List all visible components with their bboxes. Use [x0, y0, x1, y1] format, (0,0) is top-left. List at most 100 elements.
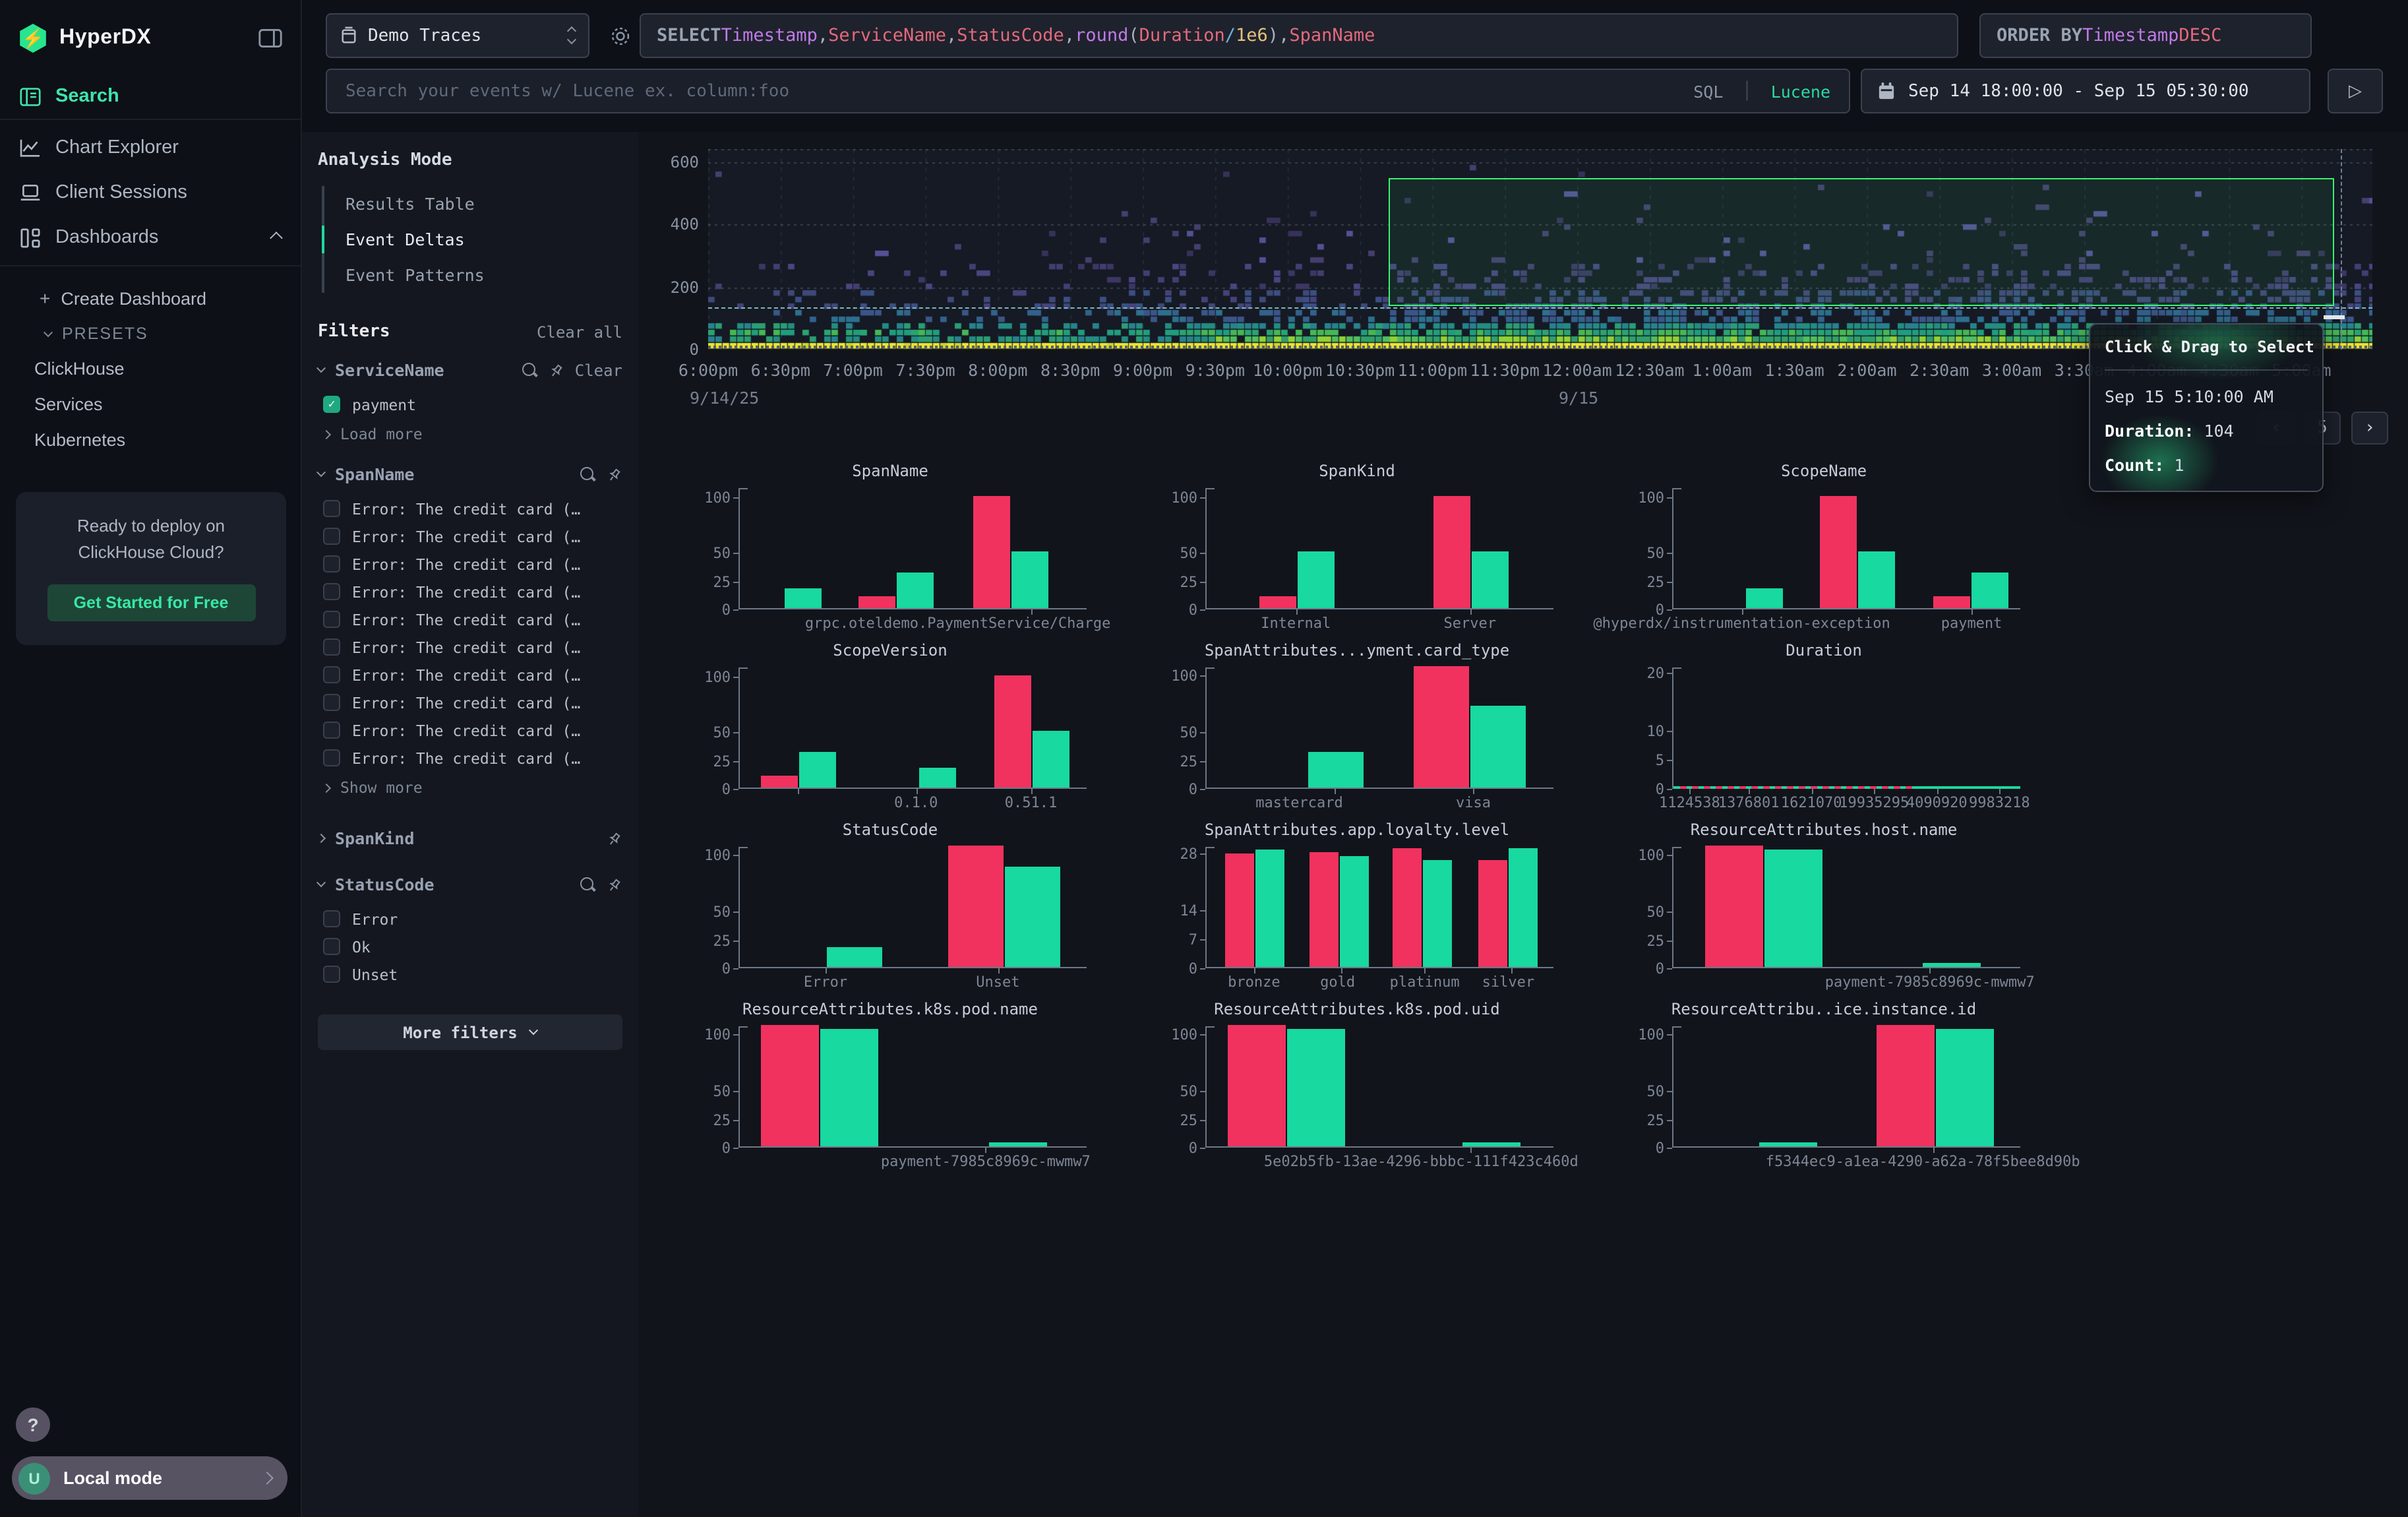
sql-token: round — [1075, 25, 1129, 46]
filter-option[interactable]: Error: The credit card (… — [318, 605, 622, 633]
run-query-button[interactable]: ▷ — [2328, 69, 2383, 113]
sidebar-item-chart-explorer[interactable]: Chart Explorer — [0, 125, 301, 170]
chart-plot[interactable] — [1672, 488, 2020, 609]
checkbox[interactable] — [323, 722, 340, 739]
date-range-picker[interactable]: Sep 14 18:00:00 - Sep 15 05:30:00 — [1861, 69, 2310, 113]
checkbox[interactable] — [323, 555, 340, 573]
clear-filter-link[interactable]: Clear — [574, 361, 622, 379]
sidebar-item-services[interactable]: Services — [34, 394, 103, 414]
collapse-sidebar-icon[interactable] — [258, 28, 282, 49]
get-started-button[interactable]: Get Started for Free — [47, 584, 255, 622]
checkbox[interactable] — [323, 694, 340, 711]
filter-section-servicename[interactable]: ServiceName Clear — [316, 360, 622, 380]
chart-plot[interactable] — [738, 1025, 1087, 1148]
filter-option[interactable]: Error: The credit card (… — [318, 744, 622, 772]
order-by-input[interactable]: ORDER BY Timestamp DESC — [1979, 13, 2312, 58]
search-icon[interactable] — [579, 876, 596, 893]
filter-section-spanname[interactable]: SpanName — [316, 464, 622, 484]
chevron-right-icon — [321, 782, 332, 793]
gear-icon[interactable] — [609, 25, 632, 47]
sql-select-input[interactable]: SELECT Timestamp, ServiceName, StatusCod… — [640, 13, 1958, 58]
checkbox[interactable] — [323, 966, 340, 983]
filter-section-spankind[interactable]: SpanKind — [316, 828, 622, 848]
search-icon[interactable] — [521, 361, 538, 379]
checkbox[interactable] — [323, 638, 340, 656]
heatmap-plot[interactable] — [708, 149, 2372, 350]
x-tick-label: gold — [1320, 974, 1356, 991]
heatmap-x-label: 9:00pm — [1112, 360, 1173, 380]
filter-option[interactable]: Unset — [318, 960, 622, 988]
more-filters-button[interactable]: More filters — [318, 1014, 622, 1050]
checkbox[interactable] — [323, 666, 340, 683]
filter-option-label: Ok — [352, 937, 371, 956]
checkbox[interactable] — [323, 938, 340, 955]
checkbox[interactable] — [323, 611, 340, 628]
brand-title: HyperDX — [59, 26, 152, 49]
help-button[interactable]: ? — [16, 1408, 50, 1442]
filter-option[interactable]: Error — [318, 905, 622, 933]
chart-plot[interactable] — [1205, 847, 1553, 968]
checkbox[interactable] — [323, 583, 340, 600]
presets-toggle[interactable]: PRESETS — [0, 317, 301, 351]
mode-sql-toggle[interactable]: SQL — [1693, 81, 1724, 101]
filter-option[interactable]: Ok — [318, 933, 622, 960]
analysis-mode-event-patterns[interactable]: Event Patterns — [346, 265, 485, 285]
checkbox[interactable]: ✓ — [323, 396, 340, 413]
checkbox[interactable] — [323, 500, 340, 517]
pin-icon[interactable] — [607, 830, 622, 846]
mode-lucene-toggle[interactable]: Lucene — [1770, 81, 1830, 101]
drag-handle[interactable] — [2323, 315, 2345, 319]
chart-plot[interactable] — [738, 846, 1087, 968]
show-more-link[interactable]: Show more — [318, 772, 622, 799]
filter-option[interactable]: ✓ payment — [318, 390, 622, 418]
x-tick-label: payment-7985c8969c-mwmw7 — [1824, 974, 2035, 991]
chart-plot[interactable] — [1205, 488, 1553, 609]
sidebar-item-dashboards[interactable]: Dashboards — [0, 215, 301, 260]
filter-option[interactable]: Error: The credit card (… — [318, 633, 622, 661]
checkbox[interactable] — [323, 749, 340, 766]
red-bar — [1393, 848, 1422, 967]
lucene-search-bar[interactable]: Search your events w/ Lucene ex. column:… — [326, 69, 1850, 113]
green-bar — [1033, 731, 1070, 788]
sidebar-item-kubernetes[interactable]: Kubernetes — [34, 430, 126, 450]
y-tick-label: 25 — [713, 753, 731, 770]
analysis-mode-results-table[interactable]: Results Table — [346, 194, 475, 214]
filter-option[interactable]: Error: The credit card (… — [318, 522, 622, 550]
chart-plot[interactable] — [738, 667, 1087, 789]
chevron-up-icon — [270, 231, 283, 244]
y-tick-label: 0 — [1188, 960, 1197, 977]
filter-section-statuscode[interactable]: StatusCode — [316, 875, 622, 894]
checkbox[interactable] — [323, 910, 340, 927]
chart-plot[interactable] — [1205, 666, 1553, 789]
pin-icon[interactable] — [607, 466, 622, 482]
source-select[interactable]: Demo Traces — [326, 13, 589, 58]
sidebar-item-client-sessions[interactable]: Client Sessions — [0, 170, 301, 215]
analysis-mode-event-deltas[interactable]: Event Deltas — [322, 222, 622, 257]
next-page-button[interactable]: › — [2351, 412, 2388, 445]
y-tick-label: 50 — [1180, 724, 1198, 741]
chart-plot[interactable] — [1672, 846, 2020, 968]
filter-option[interactable]: Error: The credit card (… — [318, 578, 622, 605]
pin-icon[interactable] — [549, 362, 564, 378]
chart-plot[interactable] — [1205, 1025, 1553, 1148]
filter-option[interactable]: Error: The credit card (… — [318, 661, 622, 689]
clear-all-link[interactable]: Clear all — [536, 323, 622, 341]
filter-option[interactable]: Error: The credit card (… — [318, 495, 622, 522]
selection-rectangle[interactable] — [1389, 178, 2334, 306]
search-icon[interactable] — [579, 466, 596, 483]
user-menu[interactable]: U Local mode — [12, 1456, 287, 1500]
chart-plot[interactable] — [1672, 667, 2020, 789]
load-more-link[interactable]: Load more — [318, 418, 622, 446]
chart-plot[interactable] — [1672, 1025, 2020, 1148]
filter-option[interactable]: Error: The credit card (… — [318, 689, 622, 716]
checkbox[interactable] — [323, 528, 340, 545]
filter-option[interactable]: Error: The credit card (… — [318, 716, 622, 744]
filter-option[interactable]: Error: The credit card (… — [318, 550, 622, 578]
mini-chart-ResourceAttributes.k8s.pod.uid: ResourceAttributes.k8s.pod.uid 0 25 50 100 5e… — [1153, 1000, 1579, 1170]
sidebar-item-search[interactable]: Search — [0, 74, 301, 119]
heatmap-x-label: 10:30pm — [1325, 360, 1395, 380]
chart-plot[interactable] — [738, 488, 1087, 609]
create-dashboard-button[interactable]: + Create Dashboard — [40, 288, 207, 309]
sidebar-item-clickhouse[interactable]: ClickHouse — [34, 359, 125, 379]
pin-icon[interactable] — [607, 877, 622, 892]
